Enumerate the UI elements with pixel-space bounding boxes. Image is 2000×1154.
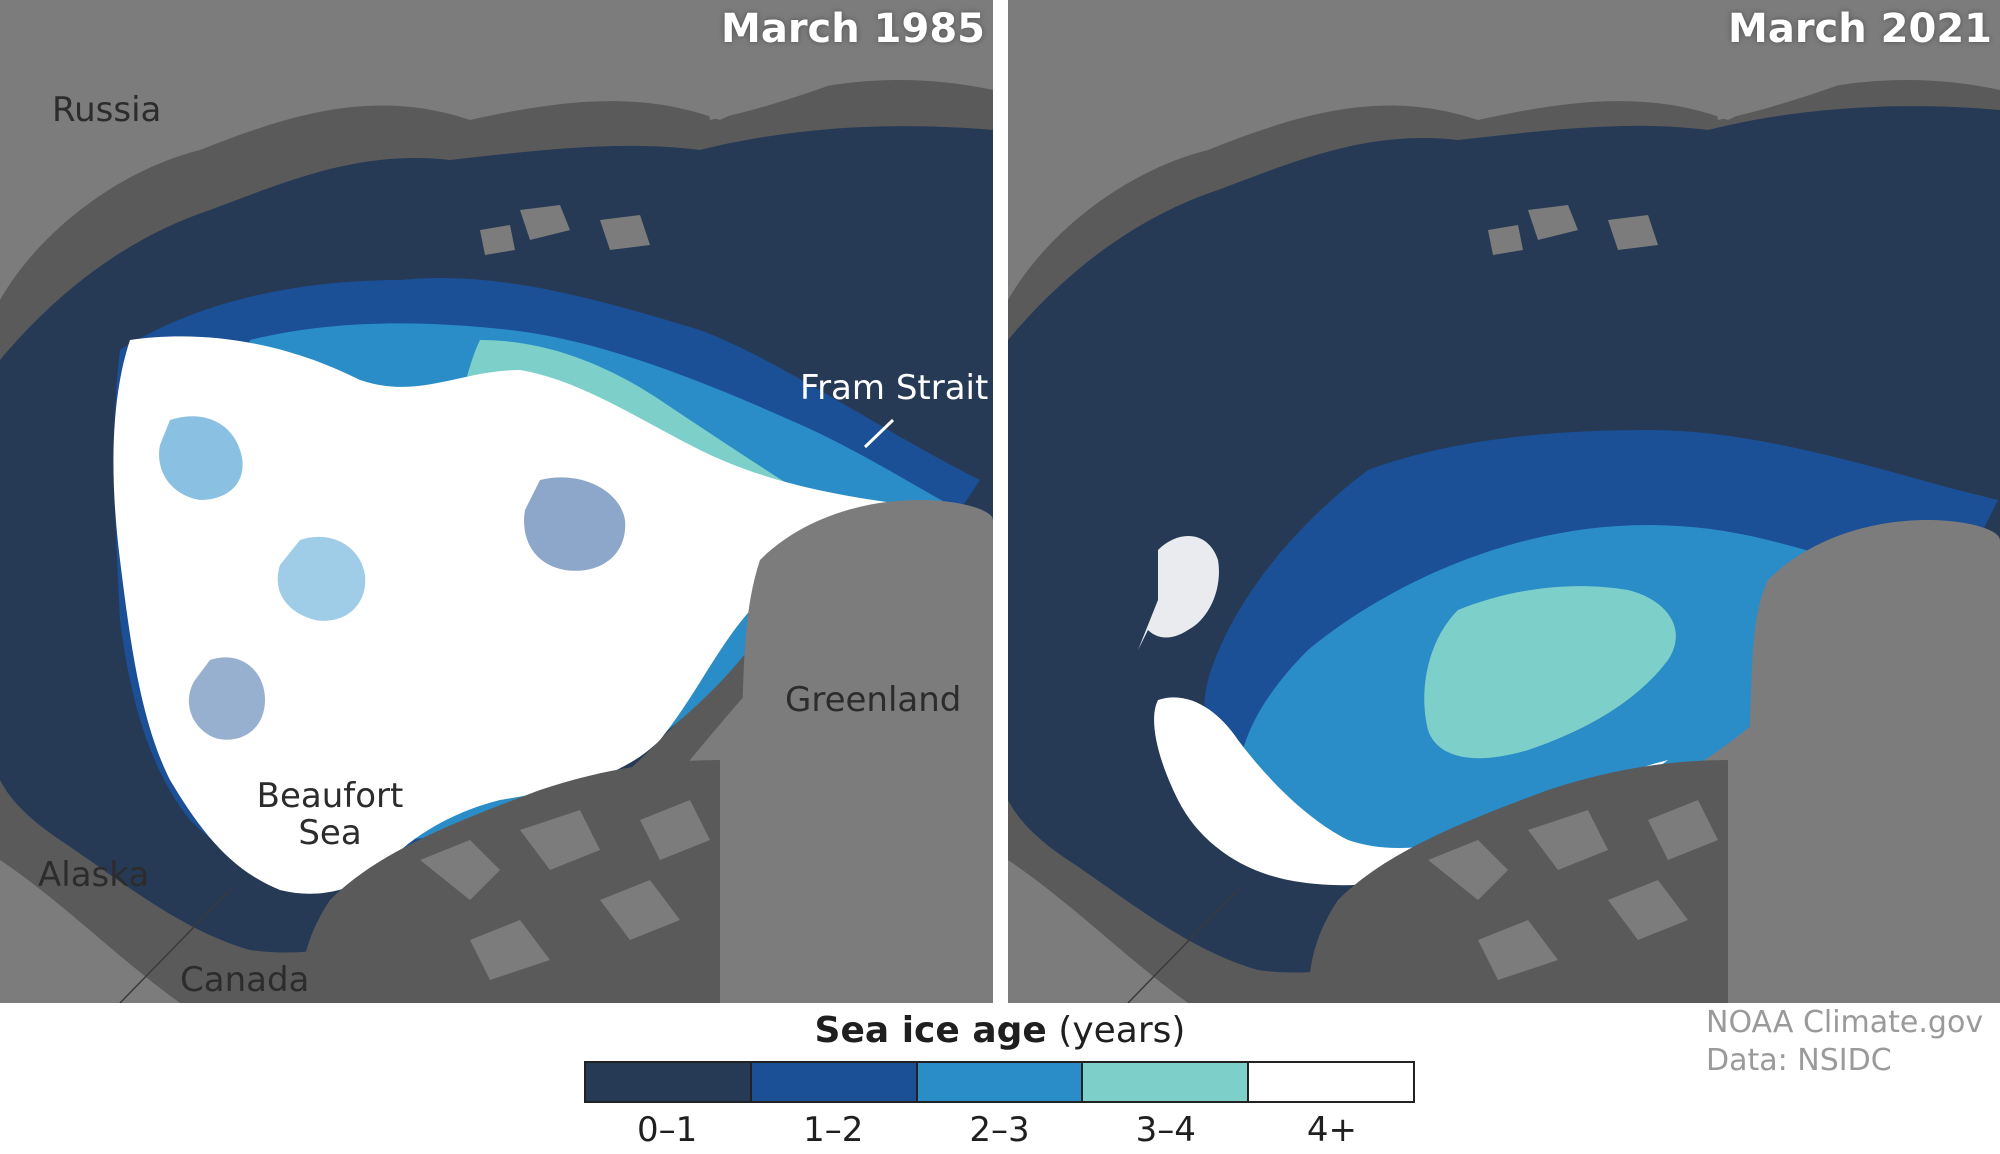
- map-panel-1985: March 1985 Russia Greenland Alaska Canad…: [0, 0, 993, 1003]
- canadian-archipelago-channels: [300, 760, 720, 1003]
- ice-3-4-years: [1424, 586, 1676, 759]
- legend-label-2-3: 2–3: [969, 1110, 1030, 1150]
- greenland-landmass: [1728, 520, 2000, 1003]
- ice-4-plus-arc: [1138, 536, 1219, 650]
- label-beaufort-sea: Beaufort Sea: [256, 776, 404, 853]
- arctic-map-1985: [0, 0, 993, 1003]
- credit-source: NOAA Climate.gov: [1706, 1005, 1984, 1040]
- label-russia: Russia: [52, 90, 162, 130]
- label-greenland: Greenland: [785, 680, 962, 720]
- ice-speckle: [277, 536, 366, 621]
- legend-title: Sea ice age (years): [0, 1010, 2000, 1051]
- label-canada: Canada: [180, 960, 310, 1000]
- legend-swatch-4-plus: [1249, 1063, 1413, 1101]
- panel-title-1985: March 1985: [721, 6, 985, 52]
- archipelago-islands: [1428, 800, 1718, 980]
- greenland-landmass: [720, 500, 993, 1003]
- legend-label-4-plus: 4+: [1306, 1110, 1357, 1150]
- legend-swatch-2-3: [917, 1063, 1084, 1101]
- russian-arctic-islands: [480, 205, 650, 255]
- ice-speckle: [159, 416, 243, 500]
- legend-labels: 0–1 1–2 2–3 3–4 4+: [584, 1110, 1415, 1154]
- label-alaska: Alaska: [38, 855, 150, 895]
- archipelago-islands: [420, 800, 710, 980]
- legend-label-3-4: 3–4: [1135, 1110, 1196, 1150]
- ice-speckle: [524, 477, 626, 571]
- legend-swatch-0-1: [586, 1063, 752, 1101]
- novaya-zemlya-island: [1708, 40, 1878, 120]
- ice-4-plus-years: [1154, 697, 1668, 886]
- credit-data: Data: NSIDC: [1706, 1043, 1892, 1078]
- canadian-archipelago-channels: [1308, 760, 1728, 1003]
- legend-label-1-2: 1–2: [803, 1110, 864, 1150]
- map-panel-2021: March 2021: [1008, 0, 2000, 1003]
- arctic-map-2021: [1008, 0, 2000, 1003]
- legend-title-unit: (years): [1058, 1010, 1186, 1051]
- legend-label-0-1: 0–1: [636, 1110, 698, 1150]
- ice-4-plus-years: [113, 336, 960, 894]
- alaska-canada-border: [119, 889, 231, 1003]
- fram-strait-leader-line: [863, 418, 895, 449]
- alaska-canada-border: [1127, 889, 1239, 1003]
- label-fram-strait: Fram Strait: [800, 368, 989, 408]
- russian-arctic-islands: [1488, 205, 1658, 255]
- panel-divider: [993, 0, 1008, 1003]
- legend-title-main: Sea ice age: [814, 1010, 1047, 1051]
- novaya-zemlya-island: [700, 40, 870, 120]
- ice-speckle: [188, 657, 265, 740]
- panel-title-2021: March 2021: [1728, 6, 1992, 52]
- legend-color-bar: [584, 1061, 1415, 1103]
- legend-swatch-1-2: [751, 1063, 918, 1101]
- legend-swatch-3-4: [1083, 1063, 1250, 1101]
